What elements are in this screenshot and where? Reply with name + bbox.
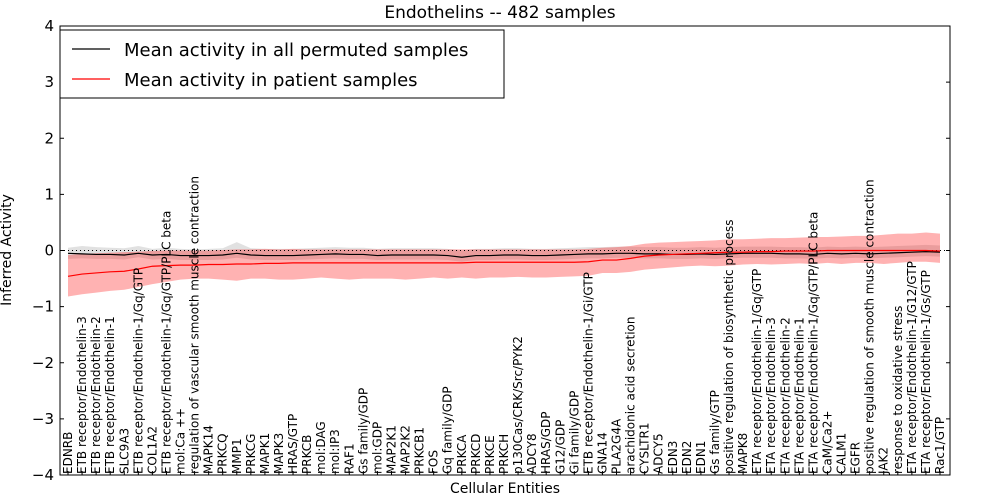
x-category-label: HRAS/GDP: [539, 411, 553, 474]
legend-box: [59, 29, 505, 99]
x-category-label: EDN3: [666, 441, 680, 474]
x-category-label: mol:DAG: [314, 421, 328, 474]
x-category-label: EDNRB: [61, 432, 75, 474]
x-category-label: HRAS/GTP: [286, 414, 300, 474]
x-category-label: regulation of vascular smooth muscle con…: [188, 176, 202, 474]
x-category-label: PRKCB1: [413, 427, 427, 474]
x-category-label: ETA receptor/Endothelin-1/Gq/GTP: [750, 269, 764, 474]
y-tick-label: −1: [32, 298, 54, 316]
x-category-label: PRKCD: [469, 434, 483, 474]
x-category-label: ETB receptor/Endothelin-1/Gq/GTP: [131, 268, 145, 474]
x-category-label: mol:GDP: [370, 422, 384, 474]
y-tick-label: −2: [32, 354, 54, 372]
x-category-label: ADCY8: [525, 433, 539, 474]
legend-label-permuted: Mean activity in all permuted samples: [124, 40, 468, 61]
confidence-bands: [68, 232, 940, 297]
x-category-label: G12/GDP: [553, 420, 567, 474]
x-category-label: p130Cas/CRK/Src/PYK2: [511, 336, 525, 474]
y-tick-label: −3: [32, 410, 54, 428]
x-category-label: ETB receptor/Endothelin-3: [75, 316, 89, 474]
x-category-label: ETB receptor/Endothelin-2: [89, 316, 103, 474]
x-category-label: PRKCQ: [216, 433, 230, 474]
band-permuted: [68, 242, 940, 262]
x-axis-title: Cellular Entities: [450, 481, 560, 497]
x-category-label: ETB receptor/Endothelin-1/Gq/GTP/PLC bet…: [159, 211, 173, 474]
x-category-label: MAPK3: [272, 433, 286, 474]
x-category-label: MMP1: [230, 438, 244, 474]
x-axis-category-labels: EDNRB ETB receptor/Endothelin-3 ETB recept…: [61, 176, 947, 475]
y-tick-label: 1: [44, 185, 54, 203]
x-category-label: PRKCG: [244, 434, 258, 474]
x-category-label: ADCY5: [652, 433, 666, 474]
x-category-label: PRKCE: [483, 435, 497, 474]
band-patient: [68, 232, 940, 297]
x-category-label: mol:Ca ++: [174, 408, 188, 474]
x-category-label: MAP2K2: [399, 425, 413, 474]
y-axis-ticks: −4 −3 −2 −1 0 1 2 3 4: [32, 17, 950, 484]
x-category-label: positive regulation of biosynthetic proc…: [722, 219, 736, 474]
x-category-label: EDN2: [680, 441, 694, 474]
x-category-label: arachidonic acid secretion: [624, 317, 638, 474]
y-tick-label: −4: [32, 466, 54, 484]
y-axis-title: Inferred Activity: [0, 194, 15, 306]
y-tick-label: 4: [44, 17, 54, 35]
x-category-label: ETB receptor/Endothelin-1: [103, 316, 117, 474]
x-category-label: ETA receptor/Endothelin-3: [764, 317, 778, 474]
x-category-label: JAK2: [877, 447, 891, 475]
x-category-label: FOS: [427, 450, 441, 474]
series-line-patient: [67, 249, 941, 277]
x-category-label: EGFR: [849, 442, 863, 474]
y-tick-label: 3: [44, 73, 54, 91]
x-category-label: MAPK1: [258, 433, 272, 474]
x-category-label: MAP2K1: [384, 425, 398, 474]
x-category-label: ETB receptor/Endothelin-1/Gi/GTP: [581, 272, 595, 474]
legend: Mean activity in all permuted samples Me…: [59, 29, 505, 99]
series-line-permuted: [67, 251, 941, 258]
x-category-label: ETA receptor/Endothelin-1/Gs/GTP: [919, 270, 933, 474]
x-category-label: ETA receptor/Endothelin-1/G12/GTP: [905, 261, 919, 474]
x-category-label: SLC9A3: [117, 428, 131, 474]
x-category-label: EDN1: [694, 441, 708, 474]
x-category-label: RAF1: [342, 443, 356, 474]
x-category-label: positive regulation of smooth muscle con…: [863, 179, 877, 474]
series-lines: [67, 249, 941, 277]
x-category-label: Gs family/GTP: [708, 390, 722, 474]
x-category-label: CALM1: [835, 433, 849, 474]
x-category-label: ETA receptor/Endothelin-2: [778, 317, 792, 474]
x-category-label: PRKCA: [455, 434, 469, 474]
x-category-label: Gi family/GDP: [567, 391, 581, 474]
x-category-label: Gs family/GDP: [356, 388, 370, 474]
x-category-label: ETA receptor/Endothelin-1/Gq/GTP/PLC bet…: [806, 212, 820, 474]
x-category-label: PRKCH: [497, 434, 511, 474]
x-category-label: Gq family/GDP: [441, 386, 455, 474]
x-category-label: PLA2G4A: [610, 418, 624, 474]
chart-title: Endothelins -- 482 samples: [384, 3, 615, 23]
y-tick-label: 2: [44, 129, 54, 147]
x-category-label: ETA receptor/Endothelin-1: [792, 317, 806, 474]
x-category-label: Rac1/GTP: [933, 417, 947, 474]
x-category-label: mol:IP3: [328, 429, 342, 474]
x-category-label: PRKCB: [300, 435, 314, 474]
y-tick-label: 0: [44, 242, 54, 260]
x-category-label: response to oxidative stress: [891, 306, 905, 474]
x-category-label: MAPK8: [736, 433, 750, 474]
x-category-label: COL1A2: [145, 426, 159, 474]
x-category-label: GNA14: [595, 432, 609, 474]
legend-label-patient: Mean activity in patient samples: [124, 70, 418, 91]
x-category-label: CaM/Ca2+: [820, 410, 834, 474]
x-category-label: CYSLTR1: [638, 423, 652, 474]
x-category-label: MAPK14: [202, 425, 216, 474]
